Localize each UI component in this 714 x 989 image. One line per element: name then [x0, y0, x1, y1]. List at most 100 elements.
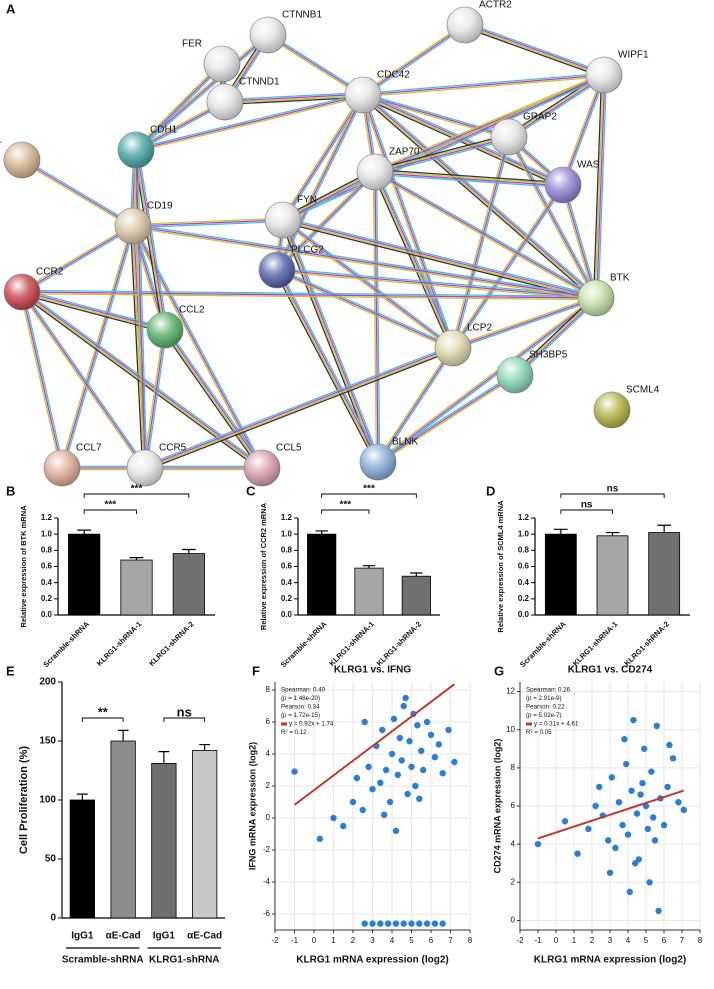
y-tick-label: 150: [39, 736, 56, 747]
edge: [592, 74, 603, 298]
node-label: FYN: [297, 195, 317, 206]
node-label: CTNNB1: [282, 10, 322, 21]
y-tick-label: 6: [266, 717, 271, 726]
node-shine: [204, 46, 240, 82]
point: [655, 907, 662, 915]
edge: [374, 135, 509, 172]
bar: [172, 553, 205, 616]
x-tick-label: αE-Cad: [187, 931, 222, 942]
bar: [648, 532, 681, 616]
edge: [145, 349, 455, 471]
stat-annotation: R² = 0.12: [281, 729, 307, 736]
point: [291, 768, 298, 775]
y-axis-label: Cell Proliferation (%): [18, 746, 30, 855]
edge: [136, 95, 364, 153]
significance-label: **: [98, 704, 109, 719]
y-tick-label: 12: [506, 687, 515, 696]
point: [561, 818, 569, 825]
edge: [360, 96, 595, 301]
x-tick-label: -1: [291, 936, 299, 945]
edge: [20, 292, 145, 470]
x-tick-label: IgG1: [153, 931, 176, 942]
edge: [375, 137, 510, 174]
point: [365, 763, 372, 770]
edge: [507, 137, 596, 300]
edge: [283, 218, 597, 298]
edge: [509, 135, 598, 298]
edge: [268, 33, 365, 95]
y-tick-label: 8: [266, 685, 271, 694]
edge: [452, 136, 510, 349]
node-shine: [147, 312, 183, 348]
edge: [22, 226, 135, 294]
x-tick-label: 0: [554, 936, 559, 945]
y-tick-label: 0.6: [41, 562, 53, 571]
error-bar: [315, 530, 328, 535]
edge: [378, 375, 517, 464]
edge: [377, 297, 597, 463]
x-tick-label: -2: [271, 936, 279, 945]
edge: [375, 170, 564, 185]
point: [390, 715, 398, 722]
edge: [376, 296, 596, 462]
edge: [464, 25, 604, 77]
x-tick-label: 8: [698, 936, 703, 945]
node-label: CCL5: [276, 443, 302, 454]
edge: [362, 24, 466, 96]
significance-label: ns: [177, 704, 192, 719]
error-bar: [199, 743, 211, 751]
edge: [451, 183, 563, 348]
edge: [508, 136, 597, 299]
x-tick-label: 1: [331, 936, 336, 945]
error-bar: [129, 557, 144, 561]
node-shine: [44, 450, 80, 486]
error-bar: [158, 751, 170, 764]
edge: [596, 75, 606, 299]
edge: [274, 94, 363, 270]
x-tick-label: KLRG1-shRNA-1: [327, 619, 376, 668]
edge: [22, 291, 65, 468]
bar: [69, 799, 96, 919]
node-shine: [491, 119, 527, 155]
y-tick-label: 2: [266, 781, 271, 790]
y-tick-label: 0.6: [518, 562, 530, 571]
edge: [132, 226, 596, 301]
point: [330, 814, 337, 822]
significance-label: ***: [363, 484, 375, 495]
edge: [132, 225, 597, 299]
point: [628, 787, 635, 794]
point: [641, 745, 648, 752]
edge: [560, 74, 604, 185]
bar: [307, 533, 337, 616]
point: [639, 779, 646, 787]
edge: [277, 267, 454, 348]
x-tick-label: 6: [429, 936, 434, 945]
point: [660, 821, 668, 829]
point: [680, 806, 687, 814]
edge: [452, 184, 564, 349]
edge: [284, 218, 381, 462]
edge: [20, 224, 133, 292]
edge: [283, 218, 455, 348]
y-tick-label: 0.0: [518, 610, 530, 619]
x-tick-label: -1: [534, 936, 542, 945]
significance-bracket: [83, 493, 190, 498]
point: [377, 779, 384, 786]
point: [650, 814, 657, 821]
edge: [136, 64, 224, 152]
error-bar: [117, 729, 129, 741]
edge: [281, 220, 378, 463]
point: [605, 837, 612, 844]
node-shine: [360, 444, 396, 480]
error-bar: [657, 524, 671, 533]
x-tick-label: Scramble-shRNA: [41, 619, 91, 669]
edge: [376, 170, 456, 348]
point: [416, 795, 423, 802]
x-tick-label: 4: [390, 936, 395, 945]
point: [621, 736, 628, 743]
point: [606, 869, 614, 876]
x-tick-label: 6: [662, 936, 667, 945]
node-label: SH3BP5: [529, 350, 568, 361]
edge: [21, 291, 597, 299]
